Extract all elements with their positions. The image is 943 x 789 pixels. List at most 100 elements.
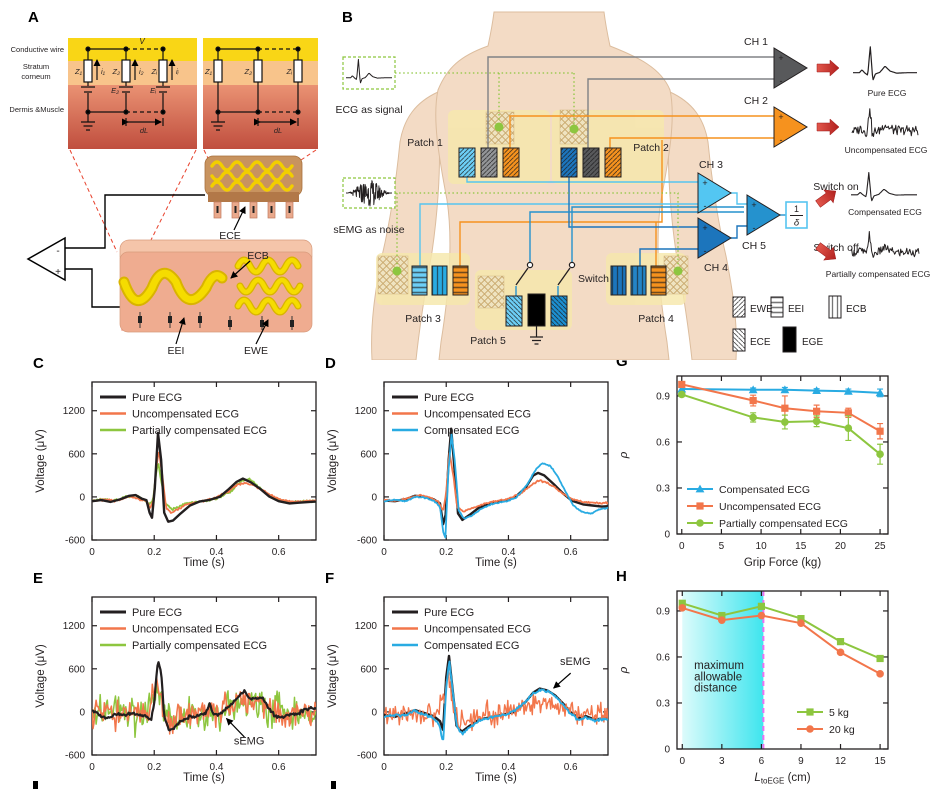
amplifier: - + — [26, 194, 205, 308]
x-tick-label: 5 — [719, 541, 725, 552]
ch4-amp — [697, 217, 732, 259]
panel-b: Switch ECG as signal sEMG as noise Patch… — [333, 11, 930, 360]
layer-label-stratum-2: corneum — [21, 72, 50, 81]
label-voltage: V — [139, 37, 145, 46]
label-dl-right: dL — [274, 126, 282, 135]
series-group — [384, 654, 608, 741]
y-tick-label: 600 — [360, 449, 377, 460]
y-tick-label: 0 — [79, 492, 85, 503]
patch1-label: Patch 1 — [407, 137, 443, 149]
y-tick-label: 1200 — [63, 621, 86, 632]
y-tick-label: 0 — [371, 707, 377, 718]
layer-label-dermis: Dermis &Muscle — [9, 105, 64, 114]
series-5-kg — [682, 602, 881, 660]
label-eei: EEI — [168, 345, 185, 357]
label-z1-right: Z₁ — [204, 67, 213, 76]
output-pure-label: Pure ECG — [868, 88, 907, 98]
ch3-label: CH 3 — [699, 159, 723, 171]
y-axis-label: Voltage (μV) — [327, 644, 339, 708]
switch-on-label: Switch on — [813, 181, 859, 193]
x-tick-label: 10 — [756, 541, 768, 552]
panel-label-g: G — [616, 353, 628, 370]
ground-symbol — [530, 326, 543, 345]
x-tick-label: 12 — [835, 756, 847, 767]
series-group — [92, 661, 316, 739]
x-tick-label: 0.4 — [501, 762, 515, 773]
legend-item-uncompensated-ecg: Uncompensated ECG — [719, 501, 821, 513]
ch3-amp — [697, 172, 732, 214]
svg-text:+: + — [751, 200, 756, 210]
series-group — [384, 427, 608, 539]
x-tick-label: 0 — [381, 762, 387, 773]
orange-wires — [459, 115, 774, 266]
series-uncompensated-ecg — [384, 452, 608, 513]
label-z1: Z₁ — [74, 67, 83, 76]
switch-label: Switch — [578, 273, 609, 285]
legend-item-pure-ecg: Pure ECG — [424, 392, 474, 404]
electrodes — [411, 147, 667, 327]
patch5-electrodes — [505, 293, 568, 327]
x-tick-label: 0.2 — [147, 547, 161, 558]
annotation-arrow — [225, 717, 245, 738]
x-axis-label: Time (s) — [475, 557, 517, 569]
y-tick-label: -600 — [357, 536, 377, 547]
x-axis-label: Time (s) — [183, 772, 225, 784]
arrow-ecb — [230, 260, 251, 279]
x-axis-label: LtoEGE (cm) — [754, 772, 810, 786]
label-e2: E₂ — [111, 86, 119, 95]
big-patch-illustration — [118, 239, 313, 333]
region-label: allowable — [694, 671, 742, 683]
ch1-label: CH 1 — [744, 36, 768, 48]
label-ii: iᵢ — [176, 67, 180, 76]
legend-item-5-kg: 5 kg — [829, 707, 849, 719]
series-compensated-ecg — [384, 660, 608, 741]
legend-item-pure-ecg: Pure ECG — [132, 392, 182, 404]
amp-minus: - — [56, 246, 59, 257]
legend-item-pure-ecg: Pure ECG — [424, 607, 474, 619]
panel-label-e: E — [33, 570, 44, 587]
svg-text:+: + — [778, 112, 783, 122]
legend-item-partially-compensated-ecg: Partially compensated ECG — [132, 425, 267, 437]
amplifiers — [697, 47, 808, 259]
legend-item-partially-compensated-ecg: Partially compensated ECG — [719, 518, 848, 530]
region-label: maximum — [694, 660, 744, 672]
panel-label-d: D — [325, 355, 336, 372]
svg-text:-: - — [753, 223, 756, 233]
label-zi-right: Zᵢ — [285, 67, 293, 76]
y-axis-label: ρ — [618, 451, 630, 459]
y-tick-label: 1200 — [63, 406, 86, 417]
ece-patch-illustration — [204, 155, 303, 219]
arrow-eei — [175, 317, 186, 345]
chart-G: 0 5 10 15 20 25 0 0.3 0.6 0.9 Grip Force (kg) ρ Comp… — [618, 375, 889, 569]
chart-C: 0 0.2 0.4 0.6 -600 0 600 1200 Time (s) Voltage (μ… — [35, 381, 317, 569]
panel-label-c: C — [33, 355, 44, 372]
legend-ewe: EWE — [750, 304, 773, 315]
annotation-semg: sEMG — [234, 736, 265, 748]
switch — [515, 261, 576, 286]
arrow-switch-off — [815, 242, 837, 261]
x-tick-label: 25 — [875, 541, 887, 552]
series-compensated-ecg — [384, 433, 608, 539]
label-ewe: EWE — [244, 345, 268, 357]
series-group — [678, 599, 884, 678]
series-uncompensated-ecg — [681, 383, 881, 433]
x-tick-label: 20 — [835, 541, 847, 552]
compensated-ecg-waveform — [851, 172, 917, 202]
plot-frame — [91, 596, 317, 756]
gain-box: 1 δ — [785, 201, 808, 229]
y-tick-label: 0.6 — [656, 652, 670, 663]
x-tick-label: 0 — [89, 547, 95, 558]
amp-plus: + — [55, 267, 61, 278]
partially-compensated-ecg-waveform — [850, 231, 920, 258]
plot-frame — [676, 375, 889, 535]
plot-frame — [676, 590, 889, 750]
circuit-right — [211, 46, 303, 131]
patch4-label: Patch 4 — [638, 313, 674, 325]
y-tick-label: -600 — [357, 751, 377, 762]
pure-ecg-waveform — [853, 46, 917, 81]
arrow-switch-on — [815, 189, 837, 208]
y-tick-label: 0.9 — [656, 606, 670, 617]
label-ecb: ECB — [247, 250, 269, 262]
x-axis-label: Grip Force (kg) — [744, 557, 821, 569]
